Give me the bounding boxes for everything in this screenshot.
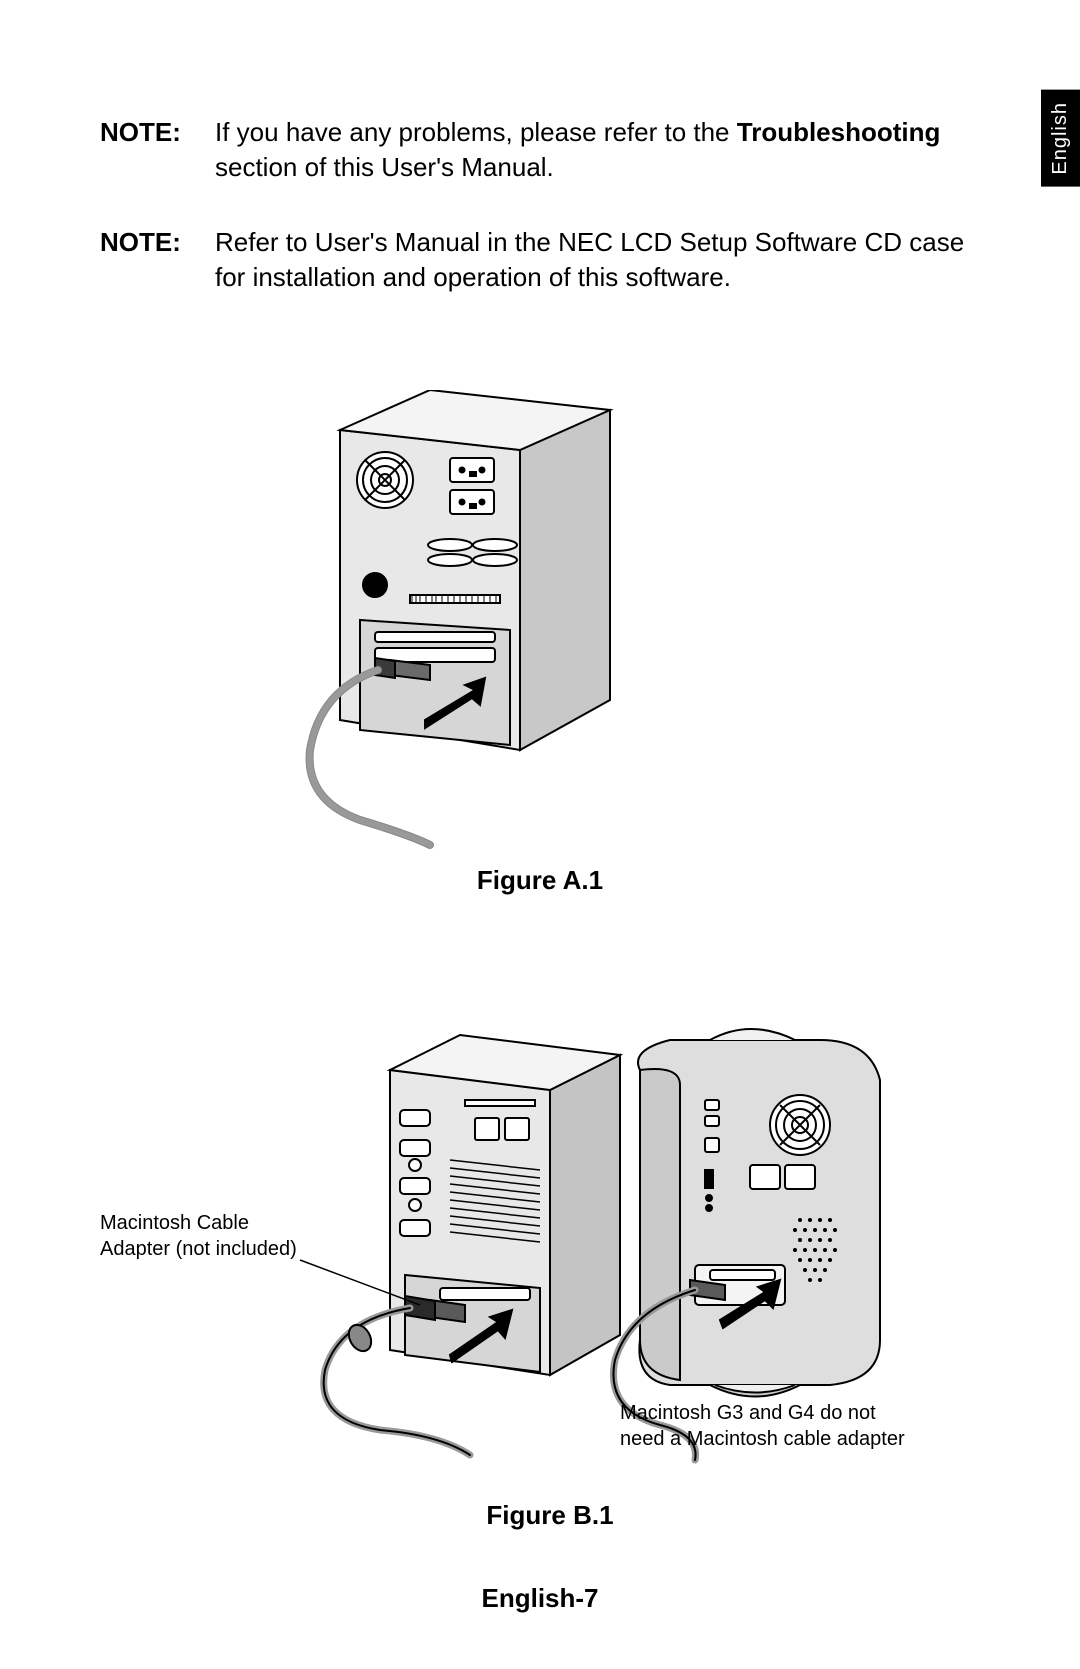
note-2: NOTE: Refer to User's Manual in the NEC … [100,225,1000,295]
callout-text: Macintosh G3 and G4 do notneed a Macinto… [620,1402,905,1450]
page-number: English-7 [0,1583,1080,1614]
callout-mac-adapter: Macintosh CableAdapter (not included) [100,1210,330,1262]
note-text-pre: If you have any problems, please refer t… [215,117,737,147]
note-text-pre: Refer to User's Manual in the NEC LCD Se… [215,227,964,292]
callout-text: Macintosh CableAdapter (not included) [100,1212,297,1260]
note-text: Refer to User's Manual in the NEC LCD Se… [215,225,1000,295]
note-1: NOTE: If you have any problems, please r… [100,115,1000,185]
note-label: NOTE: [100,225,215,295]
figure-a-illustration [280,390,700,850]
figure-b-caption: Figure B.1 [100,1500,1000,1531]
language-tab: English [1041,90,1080,187]
figure-b-block: Macintosh CableAdapter (not included) Ma… [100,1010,1000,1531]
manual-page: English NOTE: If you have any problems, … [0,0,1080,1669]
note-text-bold: Troubleshooting [737,117,941,147]
note-label: NOTE: [100,115,215,185]
figure-a-block: Figure A.1 [280,390,800,896]
note-text: If you have any problems, please refer t… [215,115,1000,185]
note-text-post: section of this User's Manual. [215,152,554,182]
callout-g3-g4: Macintosh G3 and G4 do notneed a Macinto… [620,1400,960,1452]
figure-a-caption: Figure A.1 [280,865,800,896]
content-area: NOTE: If you have any problems, please r… [100,115,1000,335]
